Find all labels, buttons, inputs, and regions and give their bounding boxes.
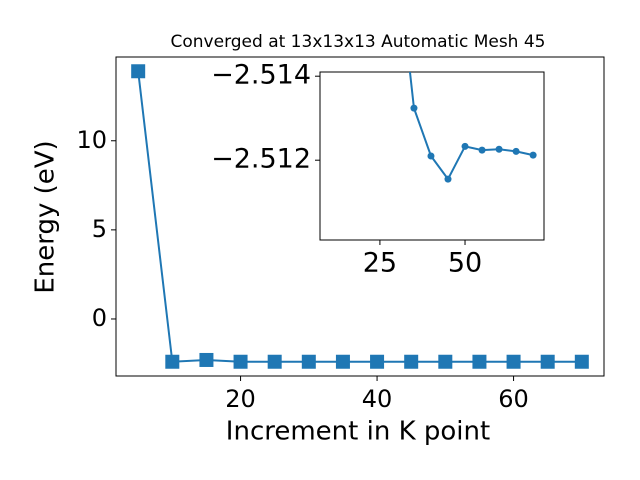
data-point bbox=[404, 354, 419, 369]
data-point bbox=[427, 152, 435, 160]
x-tick-label: 40 bbox=[362, 385, 393, 413]
data-point bbox=[506, 354, 521, 369]
data-point bbox=[199, 352, 214, 367]
data-point bbox=[131, 64, 146, 79]
y-tick-label: 10 bbox=[76, 126, 107, 154]
x-axis-label: Increment in K point bbox=[226, 417, 490, 447]
data-point bbox=[233, 354, 248, 369]
data-point bbox=[574, 354, 589, 369]
data-point bbox=[444, 175, 452, 183]
data-point bbox=[540, 354, 555, 369]
data-point bbox=[335, 354, 350, 369]
data-point bbox=[410, 104, 418, 112]
series bbox=[131, 64, 589, 369]
data-point bbox=[461, 142, 469, 150]
data-point bbox=[165, 354, 180, 369]
data-point bbox=[529, 151, 537, 159]
x-tick-label: 20 bbox=[225, 385, 256, 413]
chart-title: Converged at 13x13x13 Automatic Mesh 45 bbox=[171, 32, 546, 52]
data-point bbox=[478, 146, 486, 154]
data-point bbox=[267, 354, 282, 369]
y-tick-label: 0 bbox=[92, 304, 107, 332]
series bbox=[408, 72, 537, 183]
x-tick-label: 50 bbox=[448, 248, 482, 279]
data-point bbox=[495, 145, 503, 153]
y-tick-label: −2.514 bbox=[211, 60, 311, 91]
data-point bbox=[472, 354, 487, 369]
y-tick-label: 5 bbox=[92, 215, 107, 243]
data-point bbox=[301, 354, 316, 369]
data-point bbox=[512, 147, 520, 155]
y-tick-label: −2.512 bbox=[211, 144, 311, 175]
x-tick-label: 60 bbox=[498, 385, 529, 413]
data-point bbox=[438, 354, 453, 369]
data-point bbox=[370, 354, 385, 369]
y-axis-label: Energy (eV) bbox=[31, 140, 61, 293]
x-tick-label: 25 bbox=[363, 248, 397, 279]
